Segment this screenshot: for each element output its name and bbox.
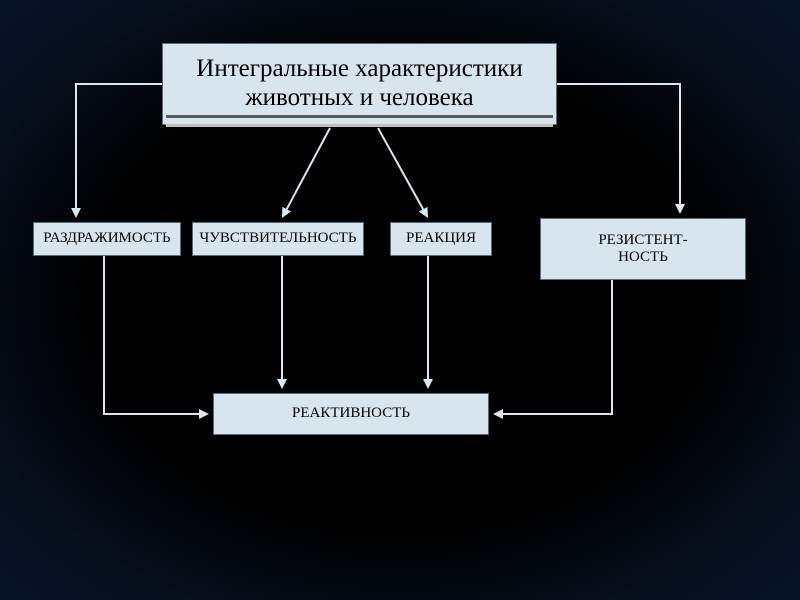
node-sensitivity: ЧУВСТВИТЕЛЬНОСТЬ	[192, 222, 364, 256]
node-reaction: РЕАКЦИЯ	[390, 222, 492, 256]
node-label: РЕЗИСТЕНТ-НОСТЬ	[598, 232, 687, 267]
node-label: РАЗДРАЖИМОСТЬ	[43, 230, 170, 247]
node-label: РЕАКЦИЯ	[406, 230, 476, 247]
title-box: Интегральные характеристики животных и ч…	[162, 43, 557, 125]
node-label: ЧУВСТВИТЕЛЬНОСТЬ	[200, 230, 357, 247]
node-reactivity: РЕАКТИВНОСТЬ	[213, 393, 489, 435]
title-separator	[166, 115, 553, 127]
node-label: РЕАКТИВНОСТЬ	[292, 405, 410, 422]
node-resistance: РЕЗИСТЕНТ-НОСТЬ	[540, 218, 746, 280]
title-text: Интегральные характеристики животных и ч…	[163, 55, 556, 113]
node-irritability: РАЗДРАЖИМОСТЬ	[33, 222, 181, 256]
